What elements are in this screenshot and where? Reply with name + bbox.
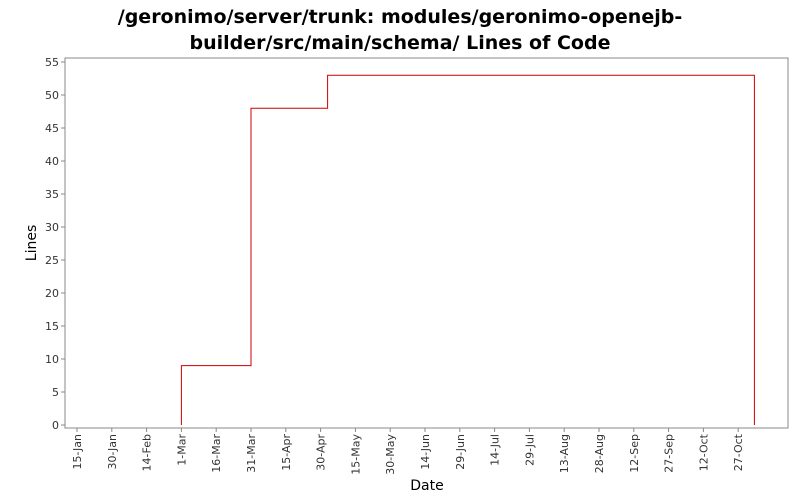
x-tick-label: 15-Jan <box>71 434 84 470</box>
y-tick-label: 55 <box>45 56 59 69</box>
y-tick-label: 40 <box>45 155 59 168</box>
plot-area <box>64 57 789 429</box>
x-tick-label: 30-May <box>384 434 397 475</box>
x-tick-label: 14-Jun <box>419 434 432 470</box>
x-tick-label: 12-Sep <box>628 434 641 473</box>
x-tick-label: 15-May <box>349 434 362 475</box>
x-tick-label: 28-Aug <box>593 434 606 473</box>
y-tick-label: 5 <box>52 386 59 399</box>
y-tick-label: 50 <box>45 89 59 102</box>
y-tick-label: 45 <box>45 122 59 135</box>
chart-title-line-2: builder/src/main/schema/ Lines of Code <box>189 32 611 54</box>
y-tick-label: 30 <box>45 221 59 234</box>
y-tick-label: 25 <box>45 254 59 267</box>
x-tick-label: 14-Jul <box>489 434 502 466</box>
x-tick-label: 15-Apr <box>280 434 293 471</box>
x-tick-label: 31-Mar <box>245 434 258 473</box>
y-axis: 0 5 10 15 20 25 30 35 40 45 50 55 <box>45 56 65 432</box>
y-tick-label: 35 <box>45 188 59 201</box>
y-axis-label: Lines <box>24 225 40 261</box>
x-tick-label: 13-Aug <box>558 434 571 473</box>
y-tick-label: 20 <box>45 287 59 300</box>
x-tick-label: 30-Apr <box>315 434 328 471</box>
x-axis: 15-Jan 30-Jan 14-Feb 1-Mar 16-Mar 31-Mar 15-Ap… <box>71 428 745 475</box>
x-tick-label: 27-Oct <box>732 433 745 471</box>
x-tick-label: 1-Mar <box>175 434 188 466</box>
x-tick-label: 29-Jul <box>523 434 536 466</box>
x-tick-label: 29-Jun <box>454 434 467 470</box>
x-tick-label: 14-Feb <box>141 434 154 471</box>
series-group <box>180 74 755 425</box>
x-tick-label: 12-Oct <box>697 433 710 471</box>
chart-title-line-1: /geronimo/server/trunk: modules/geronimo… <box>117 6 683 28</box>
series-line <box>180 74 755 425</box>
x-tick-label: 16-Mar <box>210 434 223 473</box>
y-tick-label: 10 <box>45 353 59 366</box>
y-tick-label: 0 <box>52 419 59 432</box>
x-tick-label: 30-Jan <box>106 434 119 470</box>
chart-title: /geronimo/server/trunk: modules/geronimo… <box>0 4 800 56</box>
x-tick-label: 27-Sep <box>663 434 676 473</box>
x-axis-label: Date <box>410 478 443 494</box>
y-tick-label: 15 <box>45 320 59 333</box>
